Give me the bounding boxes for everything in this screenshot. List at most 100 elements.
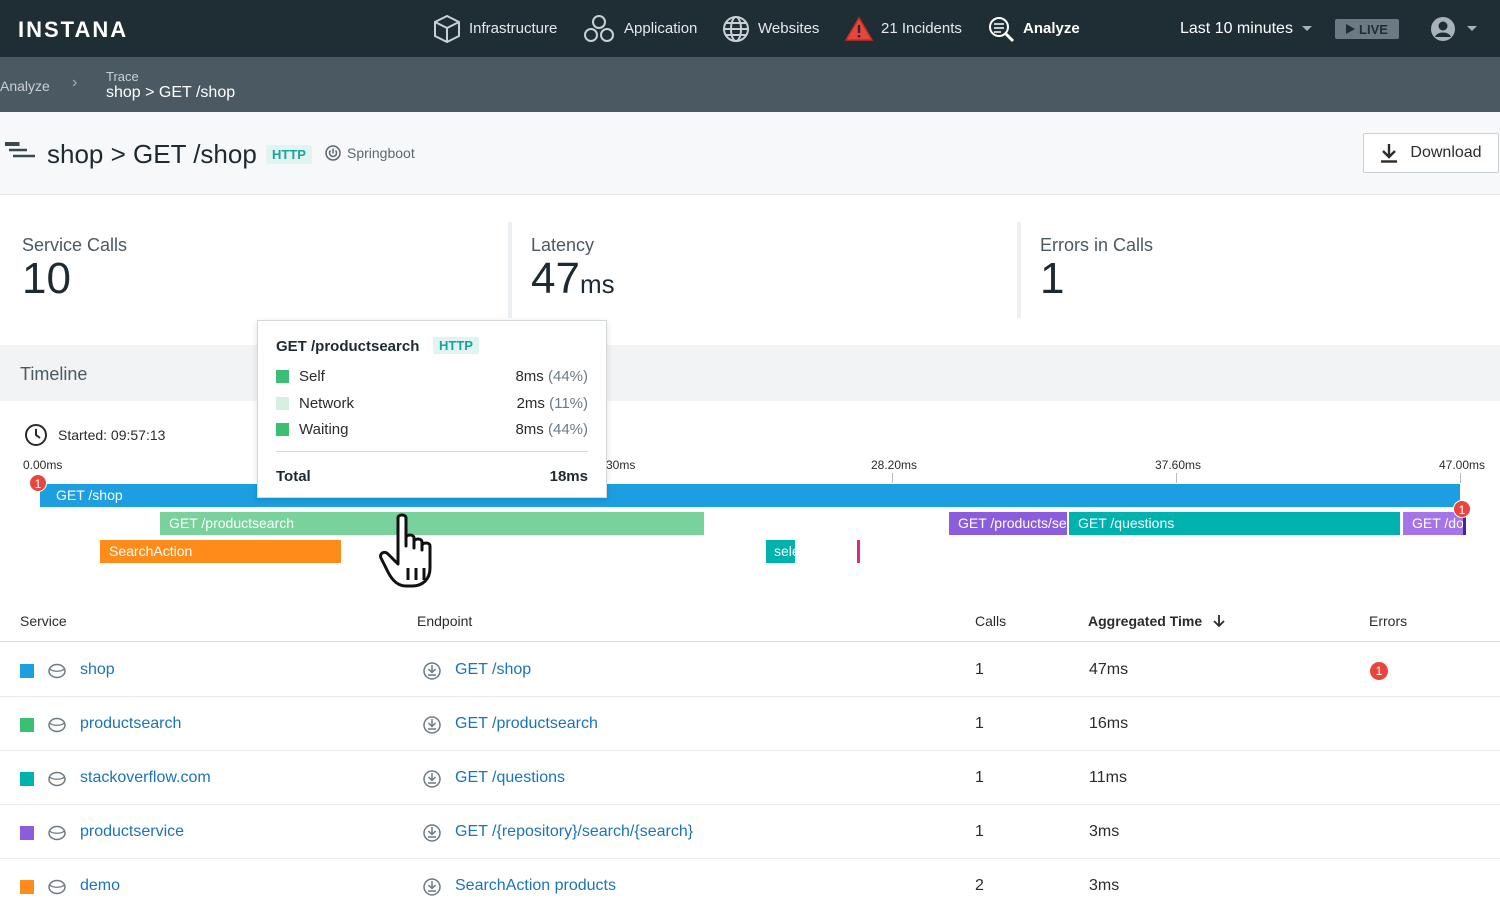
stat-divider <box>1017 222 1021 318</box>
download-icon <box>1381 144 1398 163</box>
tick-label: 28.20ms <box>871 458 918 472</box>
span-select[interactable]: sele <box>766 540 795 563</box>
stat-errors: Errors in Calls 1 <box>1040 222 1153 318</box>
tooltip-row-label: Waiting <box>299 421 349 438</box>
service-icon <box>48 879 66 895</box>
tooltip-total: Total 18ms <box>276 468 588 485</box>
globe-icon <box>723 15 749 42</box>
power-icon <box>325 145 341 161</box>
sort-arrow-down-icon <box>1213 615 1225 628</box>
service-link[interactable]: stackoverflow.com <box>80 769 211 786</box>
time-range-selector[interactable]: Last 10 minutes <box>1180 0 1313 57</box>
stat-label: Service Calls <box>22 235 128 255</box>
service-icon <box>48 663 66 679</box>
span-error-badge: 1 <box>29 474 47 492</box>
nav-incidents-label: 21 Incidents <box>881 20 962 37</box>
instana-logo[interactable]: INSTANA <box>18 17 129 42</box>
nav-websites[interactable]: Websites <box>722 0 819 57</box>
table-row[interactable]: productservice GET /{repository}/search/… <box>0 805 1500 859</box>
tick-mark <box>1176 473 1177 483</box>
download-label: Download <box>1410 144 1482 161</box>
table-row[interactable]: stackoverflow.com GET /questions 1 11ms <box>0 751 1500 805</box>
http-badge: HTTP <box>266 145 312 164</box>
span-get-do[interactable]: GET /do <box>1403 512 1464 535</box>
user-menu[interactable] <box>1430 16 1478 42</box>
live-label: LIVE <box>1359 21 1388 37</box>
user-avatar-icon <box>1431 17 1455 41</box>
span-get-products-search[interactable]: GET /products/se <box>949 512 1067 535</box>
nav-analyze-label: Analyze <box>1023 20 1080 37</box>
endpoint-link[interactable]: SearchAction products <box>455 877 616 894</box>
stat-value: 47ms <box>531 254 615 303</box>
trace-header: shop > GET /shop HTTP Springboot Downloa… <box>0 112 1500 195</box>
aggregated-time-value: 3ms <box>1089 823 1120 840</box>
service-link[interactable]: demo <box>80 877 121 894</box>
endpoint-link[interactable]: GET /productsearch <box>455 715 598 732</box>
column-header-calls[interactable]: Calls <box>975 613 1007 629</box>
warning-icon <box>845 16 873 41</box>
analyze-icon <box>989 16 1015 42</box>
span-searchaction[interactable]: SearchAction <box>100 540 341 563</box>
column-header-service[interactable]: Service <box>20 613 67 629</box>
nav-application-label: Application <box>624 20 698 37</box>
span-get-shop[interactable]: GET /shop <box>40 484 1460 507</box>
endpoint-icon <box>423 770 441 788</box>
tooltip-row-value: 8ms (44%) <box>515 421 588 438</box>
breadcrumb-analyze-link[interactable]: Analyze <box>0 78 50 94</box>
nav-infrastructure-label: Infrastructure <box>469 20 558 37</box>
download-button[interactable]: Download <box>1363 133 1499 173</box>
legend-swatch <box>276 423 289 436</box>
tick-label: 37.60ms <box>1155 458 1202 472</box>
tooltip-row-label: Network <box>299 395 355 412</box>
stat-service-calls: Service Calls 10 <box>22 222 127 318</box>
infrastructure-icon <box>434 14 460 43</box>
table-row[interactable]: demo SearchAction products 2 3ms <box>0 859 1500 913</box>
span-marker[interactable] <box>857 540 860 563</box>
endpoint-icon <box>423 716 441 734</box>
table-row[interactable]: productsearch GET /productsearch 1 16ms <box>0 697 1500 751</box>
endpoint-link[interactable]: GET /questions <box>455 769 565 786</box>
span-get-productsearch[interactable]: GET /productsearch <box>160 512 704 535</box>
nav-infrastructure[interactable]: Infrastructure <box>433 0 557 57</box>
service-icon <box>48 825 66 841</box>
chevron-down-icon <box>1467 26 1477 31</box>
table-row[interactable]: shop GET /shop 1 47ms 1 <box>0 643 1500 697</box>
service-link[interactable]: shop <box>80 661 115 678</box>
stat-label: Errors in Calls <box>1040 235 1154 255</box>
stat-divider <box>508 222 512 318</box>
service-color-swatch <box>20 826 34 840</box>
tick-mark <box>1460 473 1461 483</box>
column-header-errors[interactable]: Errors <box>1369 613 1408 629</box>
calls-value: 1 <box>975 661 984 678</box>
aggregated-time-value: 3ms <box>1089 877 1120 894</box>
endpoint-link[interactable]: GET /shop <box>455 661 532 678</box>
trace-stats: Service Calls 10 Latency 47ms Errors in … <box>0 222 1500 318</box>
stat-value: 1 <box>1040 254 1065 303</box>
span-end-marker <box>1463 512 1466 535</box>
tooltip-row-value: 2ms (11%) <box>516 395 588 412</box>
span-get-questions[interactable]: GET /questions <box>1069 512 1400 535</box>
endpoint-icon <box>423 878 441 896</box>
technology-text: Springboot <box>347 145 415 161</box>
service-link[interactable]: productservice <box>80 823 185 840</box>
hand-cursor-icon <box>379 513 432 588</box>
service-icon <box>48 771 66 787</box>
live-button[interactable]: LIVE <box>1335 19 1399 39</box>
column-header-aggregated-time[interactable]: Aggregated Time <box>1088 613 1226 629</box>
error-count-badge: 1 <box>1370 662 1388 680</box>
aggregated-time-value: 47ms <box>1089 661 1129 678</box>
tooltip-row-label: Self <box>299 368 325 385</box>
nav-analyze[interactable]: Analyze <box>987 0 1080 57</box>
play-icon <box>1346 24 1356 34</box>
service-color-swatch <box>20 718 34 732</box>
endpoint-link[interactable]: GET /{repository}/search/{search} <box>455 823 694 840</box>
service-link[interactable]: productsearch <box>80 715 182 732</box>
tooltip-title: GET /productsearch <box>276 338 420 355</box>
page-title: shop > GET /shop <box>47 139 257 169</box>
service-color-swatch <box>20 880 34 894</box>
calls-value: 1 <box>975 715 984 732</box>
nav-incidents[interactable]: 21 Incidents <box>845 0 962 57</box>
top-navigation: INSTANA Infrastructure Application Websi… <box>0 0 1500 57</box>
column-header-endpoint[interactable]: Endpoint <box>417 613 473 629</box>
nav-application[interactable]: Application <box>582 0 697 57</box>
